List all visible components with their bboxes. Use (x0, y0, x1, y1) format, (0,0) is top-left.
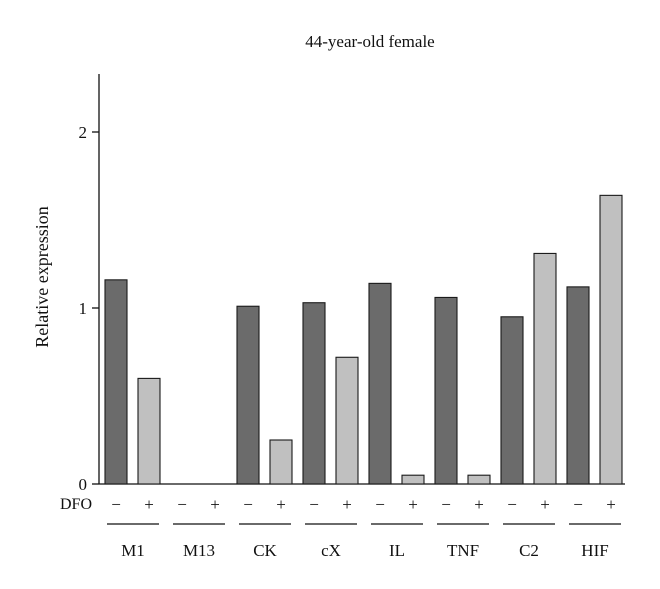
bar-plus-hif (599, 194, 623, 485)
category-label-ck: CK (253, 541, 277, 560)
sign-plus-m1: + (144, 495, 154, 514)
category-label-m13: M13 (183, 541, 215, 560)
bar-minus-c2 (500, 316, 524, 485)
bar-plus-m1 (137, 377, 161, 485)
sign-minus-m13: − (177, 495, 187, 514)
sign-plus-cx: + (342, 495, 352, 514)
category-label-cx: cX (321, 541, 341, 560)
sign-plus-tnf: + (474, 495, 484, 514)
bar-minus-hif (566, 286, 590, 485)
sign-minus-tnf: − (441, 495, 451, 514)
sign-plus-hif: + (606, 495, 616, 514)
sign-plus-il: + (408, 495, 418, 514)
y-tick-label: 1 (79, 299, 88, 318)
category-label-c2: C2 (519, 541, 539, 560)
bar-plus-c2 (533, 252, 557, 485)
sign-minus-m1: − (111, 495, 121, 514)
sign-minus-il: − (375, 495, 385, 514)
bar-plus-il (401, 474, 425, 485)
sign-plus-ck: + (276, 495, 286, 514)
y-tick-label: 0 (79, 475, 88, 494)
sign-minus-hif: − (573, 495, 583, 514)
category-labels: M1 M13 CK cX IL TNF C2 HIF (107, 523, 621, 560)
sign-plus-m13: + (210, 495, 220, 514)
category-label-tnf: TNF (447, 541, 479, 560)
sign-minus-ck: − (243, 495, 253, 514)
bar-minus-tnf (434, 296, 458, 485)
bars (104, 194, 623, 485)
sign-minus-cx: − (309, 495, 319, 514)
bar-plus-tnf (467, 474, 491, 485)
sign-plus-c2: + (540, 495, 550, 514)
treatment-signs: − + − + − + − + − + − + − + − + (111, 495, 616, 514)
bar-minus-cx (302, 302, 326, 485)
bar-minus-ck (236, 305, 260, 485)
chart-title: 44-year-old female (305, 32, 434, 51)
bar-plus-ck (269, 439, 293, 485)
category-label-il: IL (389, 541, 405, 560)
category-label-m1: M1 (121, 541, 145, 560)
dfo-label: DFO (60, 496, 92, 513)
bar-minus-m1 (104, 279, 128, 485)
sign-minus-c2: − (507, 495, 517, 514)
bar-plus-cx (335, 356, 359, 485)
y-axis-label: Relative expression (32, 206, 52, 347)
y-tick-label: 2 (79, 123, 88, 142)
bar-minus-il (368, 282, 392, 485)
category-label-hif: HIF (581, 541, 608, 560)
